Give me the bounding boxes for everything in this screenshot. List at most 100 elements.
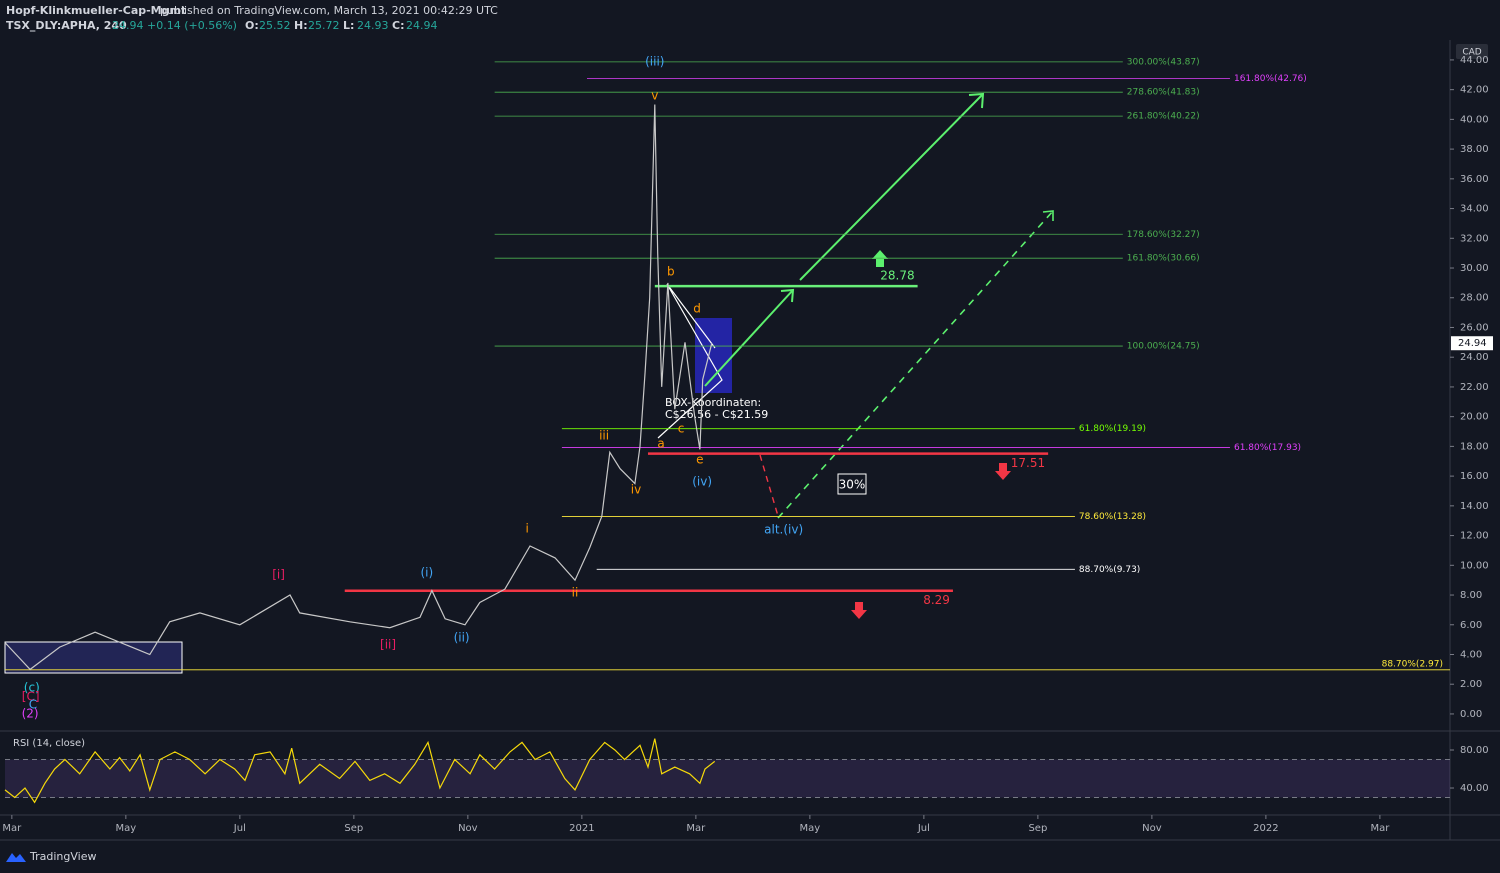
x-tick-label: Mar <box>1370 823 1390 834</box>
x-tick-label: 2022 <box>1253 823 1278 834</box>
wave-label: d <box>693 301 701 315</box>
y-tick-label: 18.00 <box>1460 441 1489 452</box>
bull-arrow-long <box>799 92 985 281</box>
brand: TradingView <box>29 850 96 863</box>
ohlc-key: L: <box>343 19 354 32</box>
rsi-band <box>5 759 1450 798</box>
bull-arrow <box>704 288 795 387</box>
x-tick-label: Nov <box>1142 823 1162 834</box>
ohlc-value: 25.52 <box>259 19 291 32</box>
box-range: C$26.56 - C$21.59 <box>665 408 768 421</box>
box-title: BOX-Koordinaten: <box>665 396 761 409</box>
x-tick-label: Mar <box>686 823 706 834</box>
wave-label: ii <box>572 585 579 599</box>
ticker: TSX_DLY:APHA, 240 <box>6 19 127 32</box>
y-tick-label: 42.00 <box>1460 85 1489 96</box>
y-tick-label: 20.00 <box>1460 412 1489 423</box>
ohlc-value: 24.93 <box>357 19 389 32</box>
wave-label: (i) <box>420 565 433 579</box>
x-tick-label: 2021 <box>569 823 594 834</box>
y-tick-label: 8.00 <box>1460 590 1482 601</box>
wave-label: v <box>651 88 658 102</box>
y-tick-label: 22.00 <box>1460 382 1489 393</box>
y-tick-label: 30.00 <box>1460 263 1489 274</box>
y-tick-label: 80.00 <box>1460 745 1489 756</box>
ohlc-key: C: <box>392 19 404 32</box>
level-label: 61.80%(17.93) <box>1234 443 1301 453</box>
y-tick-label: 14.00 <box>1460 501 1489 512</box>
bear-arrow <box>759 454 779 517</box>
level-label: 161.80%(42.76) <box>1234 74 1307 84</box>
level-label: 161.80%(30.66) <box>1127 254 1200 264</box>
publisher: Hopf-Klinkmueller-Cap-Mgmt <box>6 4 186 17</box>
x-tick-label: May <box>116 823 137 834</box>
level-label: 8.29 <box>923 593 950 607</box>
y-tick-label: 26.00 <box>1460 322 1489 333</box>
wave-label: e <box>696 452 703 466</box>
last-price-label: 24.94 <box>1458 338 1487 349</box>
probability: 30% <box>839 478 866 492</box>
level-label: 78.60%(13.28) <box>1079 512 1146 522</box>
wave-label: (c) <box>24 680 40 694</box>
level-label: 28.78 <box>880 269 914 283</box>
series-line <box>4 738 716 804</box>
wave-label: (iii) <box>645 54 664 68</box>
x-tick-label: Jul <box>917 823 930 834</box>
wave-label: (2) <box>22 706 39 720</box>
y-tick-label: 24.00 <box>1460 352 1489 363</box>
wave-label: c <box>678 421 685 435</box>
x-tick-label: Sep <box>1028 823 1047 834</box>
y-tick-label: 0.00 <box>1460 709 1482 720</box>
currency-badge <box>1456 44 1488 59</box>
probability-box <box>837 473 867 495</box>
y-tick-label: 40.00 <box>1460 114 1489 125</box>
wave-label: b <box>667 264 675 278</box>
ohlc-key: H: <box>294 19 308 32</box>
y-tick-label: 12.00 <box>1460 531 1489 542</box>
alt-bull-arrow <box>777 210 1054 519</box>
y-tick-label: 32.00 <box>1460 233 1489 244</box>
wave-label: alt.(iv) <box>764 522 803 536</box>
wave-label: [i] <box>272 567 285 581</box>
wave-label: (iv) <box>692 474 712 488</box>
published: published on TradingView.com, March 13, … <box>160 4 498 17</box>
level-label: 261.80%(40.22) <box>1127 112 1200 122</box>
wave-label: [ii] <box>380 637 396 651</box>
down-icon <box>995 463 1011 480</box>
logo <box>6 853 26 862</box>
x-tick-label: Mar <box>2 823 22 834</box>
ohlc-key: O: <box>245 19 259 32</box>
triangle <box>657 283 723 439</box>
x-tick-label: Nov <box>458 823 478 834</box>
ohlc-value: 24.94 <box>406 19 438 32</box>
accumulation-box <box>4 641 183 674</box>
level-label: 61.80%(19.19) <box>1079 424 1146 434</box>
y-tick-label: 40.00 <box>1460 783 1489 794</box>
level-label: 88.70%(9.73) <box>1079 565 1140 575</box>
ohlc-value: 25.72 <box>308 19 340 32</box>
down-icon <box>851 602 867 619</box>
wave-label: a <box>657 437 664 451</box>
y-tick-label: 10.00 <box>1460 560 1489 571</box>
last-price-tag <box>1451 336 1493 351</box>
level-label: 100.00%(24.75) <box>1127 342 1200 352</box>
y-tick-label: 34.00 <box>1460 204 1489 215</box>
wave-label: i <box>525 521 528 535</box>
wave-label: C <box>29 697 37 711</box>
level-label: 278.60%(41.83) <box>1127 88 1200 98</box>
y-tick-label: 28.00 <box>1460 293 1489 304</box>
y-tick-label: 6.00 <box>1460 620 1482 631</box>
series-line <box>4 104 713 671</box>
y-tick-label: 16.00 <box>1460 471 1489 482</box>
currency: CAD <box>1462 48 1481 58</box>
y-tick-label: 2.00 <box>1460 679 1482 690</box>
level-label: 88.70%(2.97) <box>1382 659 1443 669</box>
wave-label: [C] <box>22 690 40 704</box>
x-tick-label: Sep <box>344 823 363 834</box>
level-label: 178.60%(32.27) <box>1127 230 1200 240</box>
wave-label: iii <box>599 428 609 442</box>
x-tick-label: Jul <box>233 823 246 834</box>
wave-label: (ii) <box>454 630 470 644</box>
x-tick-label: May <box>800 823 821 834</box>
